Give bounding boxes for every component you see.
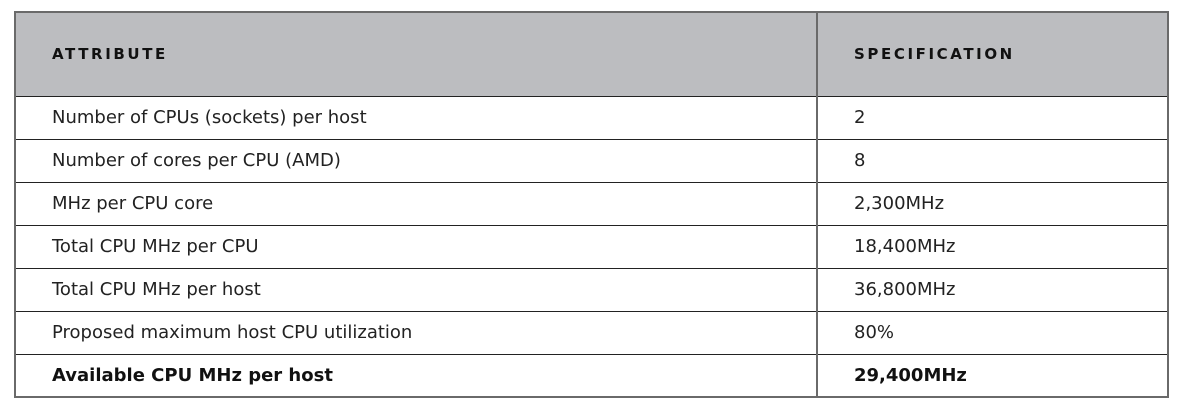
specification-cell: 80% (816, 311, 1168, 354)
attribute-cell: Total CPU MHz per host (52, 279, 261, 300)
attribute-cell: Available CPU MHz per host (52, 364, 333, 386)
specification-cell: 2 (816, 96, 1168, 139)
header-specification: SPECIFICATION (816, 12, 1168, 96)
table-row: Number of cores per CPU (AMD) 8 (15, 139, 1168, 182)
specification-cell: 29,400MHz (816, 354, 1168, 397)
specification-cell: 18,400MHz (816, 225, 1168, 268)
attribute-cell: Number of cores per CPU (AMD) (52, 150, 341, 171)
table-row: MHz per CPU core 2,300MHz (15, 182, 1168, 225)
table-row-total: Available CPU MHz per host 29,400MHz (15, 354, 1168, 397)
attribute-cell: MHz per CPU core (52, 193, 214, 214)
specification-cell: 2,300MHz (816, 182, 1168, 225)
table-header-row: ATTRIBUTE SPECIFICATION (15, 12, 1168, 96)
attribute-cell: Proposed maximum host CPU utilization (52, 322, 413, 343)
attribute-cell: Number of CPUs (sockets) per host (52, 107, 367, 128)
header-attribute: ATTRIBUTE (52, 45, 168, 64)
cpu-spec-table: ATTRIBUTE SPECIFICATION Number of CPUs (… (14, 11, 1169, 398)
specification-cell: 8 (816, 139, 1168, 182)
table-row: Number of CPUs (sockets) per host 2 (15, 96, 1168, 139)
table-row: Proposed maximum host CPU utilization 80… (15, 311, 1168, 354)
specification-cell: 36,800MHz (816, 268, 1168, 311)
attribute-cell: Total CPU MHz per CPU (52, 236, 259, 257)
table-row: Total CPU MHz per host 36,800MHz (15, 268, 1168, 311)
table-row: Total CPU MHz per CPU 18,400MHz (15, 225, 1168, 268)
